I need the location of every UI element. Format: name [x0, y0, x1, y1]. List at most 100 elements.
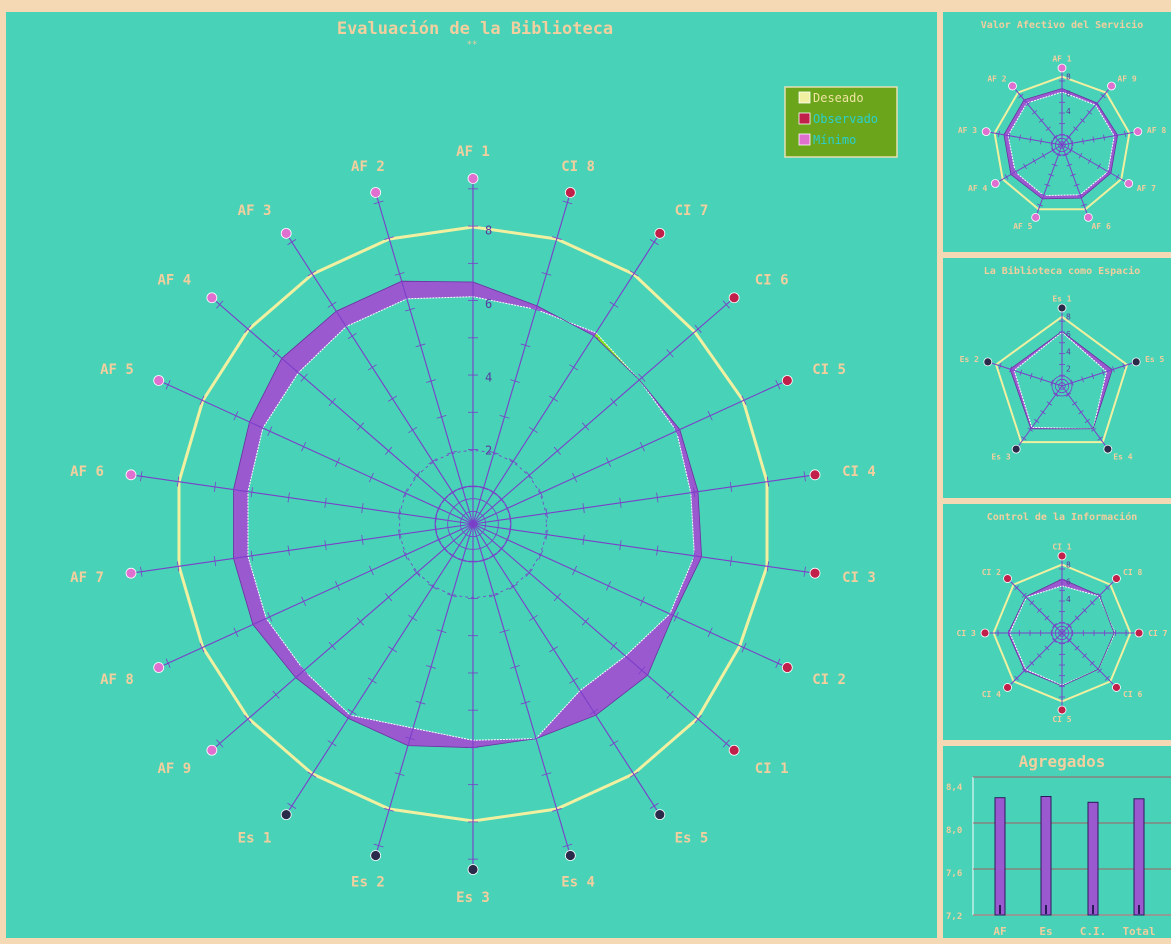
axis-tick — [1069, 147, 1074, 154]
axis-tick — [1070, 379, 1074, 386]
axis-tick — [402, 550, 408, 560]
axis-tick — [504, 534, 510, 545]
axis-tick — [384, 808, 394, 812]
axis-tick — [307, 270, 317, 277]
axis-label: Es 2 — [960, 355, 979, 364]
axis-tick — [1097, 668, 1103, 674]
axis-marker — [1107, 81, 1116, 91]
axis-tick — [520, 700, 531, 705]
axis-marker — [983, 357, 993, 367]
axis-tick — [1067, 638, 1072, 643]
axis-tick — [998, 130, 1000, 137]
axis-tick — [435, 524, 438, 535]
axis-marker — [728, 292, 740, 304]
observado-gap-band — [233, 489, 248, 559]
axis-marker — [1103, 444, 1113, 454]
axis-tick — [413, 568, 421, 577]
axis-spoke — [472, 379, 788, 525]
axis-tick — [508, 458, 518, 465]
axis-tick — [1025, 101, 1031, 107]
axis-tick — [531, 736, 541, 741]
axis-tick — [562, 200, 573, 205]
axis-tick — [1097, 163, 1101, 170]
axis-label: AF 6 — [70, 464, 104, 480]
axis-marker — [467, 173, 479, 184]
agg-y-tick: 8,4 — [946, 783, 963, 793]
axis-spoke — [472, 523, 571, 856]
axis-tick — [1051, 163, 1058, 167]
axis-tick — [1018, 93, 1024, 99]
axis-tick — [656, 545, 659, 556]
legend-swatch — [798, 112, 811, 125]
axis-label: CI 8 — [1123, 568, 1142, 577]
axis-tick — [1073, 183, 1080, 187]
radial-tick-label: 6 — [1066, 578, 1071, 587]
axis-tick — [436, 415, 447, 419]
axis-tick — [1044, 615, 1050, 621]
axis-marker — [280, 227, 292, 239]
axis-tick — [610, 641, 618, 650]
axis-tick — [402, 488, 408, 498]
axis-tick — [1080, 118, 1086, 123]
es-radar: Es 1 Es 5 Es 4 Es 3 Es 2 2 4 6 8 — [960, 294, 1165, 461]
axis-tick — [581, 617, 590, 626]
axis-tick — [1081, 376, 1084, 383]
axis-tick — [1089, 600, 1095, 606]
axis-spoke — [158, 379, 474, 525]
axis-tick — [165, 658, 171, 668]
axis-tick — [335, 581, 340, 591]
agg-category-label: Total — [1122, 925, 1155, 938]
axis-tick — [552, 236, 562, 240]
axis-marker — [1112, 683, 1121, 692]
axis-tick — [426, 379, 436, 383]
axis-tick — [1040, 410, 1046, 415]
axis-label: AF 9 — [157, 761, 191, 777]
axis-tick — [1021, 668, 1027, 674]
axis-tick — [610, 398, 618, 407]
axis-tick — [1078, 152, 1083, 159]
axis-tick — [301, 596, 307, 607]
axis-tick — [436, 503, 442, 514]
axis-tick — [629, 270, 639, 277]
axis-tick — [1004, 174, 1009, 180]
observado-gap-band — [1010, 172, 1044, 199]
observado-gap-band — [1003, 99, 1027, 136]
axis-tick — [478, 557, 489, 562]
axis-spoke — [472, 523, 735, 751]
observado-gap-band — [676, 429, 698, 493]
axis-tick — [177, 561, 180, 572]
axis-tick — [1021, 592, 1027, 598]
axis-marker — [370, 850, 382, 861]
radial-tick-label: 6 — [485, 297, 492, 311]
es-panel — [943, 258, 1171, 498]
axis-tick — [1082, 607, 1088, 613]
axis-tick — [415, 343, 426, 348]
deseado-series — [993, 75, 1131, 211]
axis-tick — [447, 593, 457, 598]
axis-label: Es 5 — [675, 831, 709, 847]
axis-tick — [999, 362, 1002, 369]
axis-tick — [287, 492, 290, 503]
axis-tick — [707, 627, 713, 637]
observado-gap-band — [281, 311, 347, 373]
axis-tick — [528, 614, 538, 622]
axis-tick — [649, 802, 659, 809]
axis-tick — [405, 736, 415, 741]
axis-tick — [1062, 153, 1069, 157]
legend-label: Mínimo — [813, 133, 856, 147]
observado-gap-band — [336, 281, 407, 327]
axis-tick — [328, 641, 336, 650]
axis-marker — [1124, 179, 1134, 188]
axis-tick — [398, 508, 401, 519]
axis-marker — [781, 662, 793, 673]
axis-tick — [324, 497, 327, 508]
axis-label: CI 5 — [812, 362, 846, 378]
axis-tick — [1029, 136, 1032, 143]
radial-tick-label: 2 — [485, 444, 492, 458]
legend-swatch — [798, 133, 811, 146]
axis-tick — [1029, 600, 1035, 606]
axis-tick — [1101, 369, 1105, 376]
agg-y-tick: 7,2 — [946, 912, 962, 922]
radial-tick-label: 4 — [485, 370, 492, 384]
